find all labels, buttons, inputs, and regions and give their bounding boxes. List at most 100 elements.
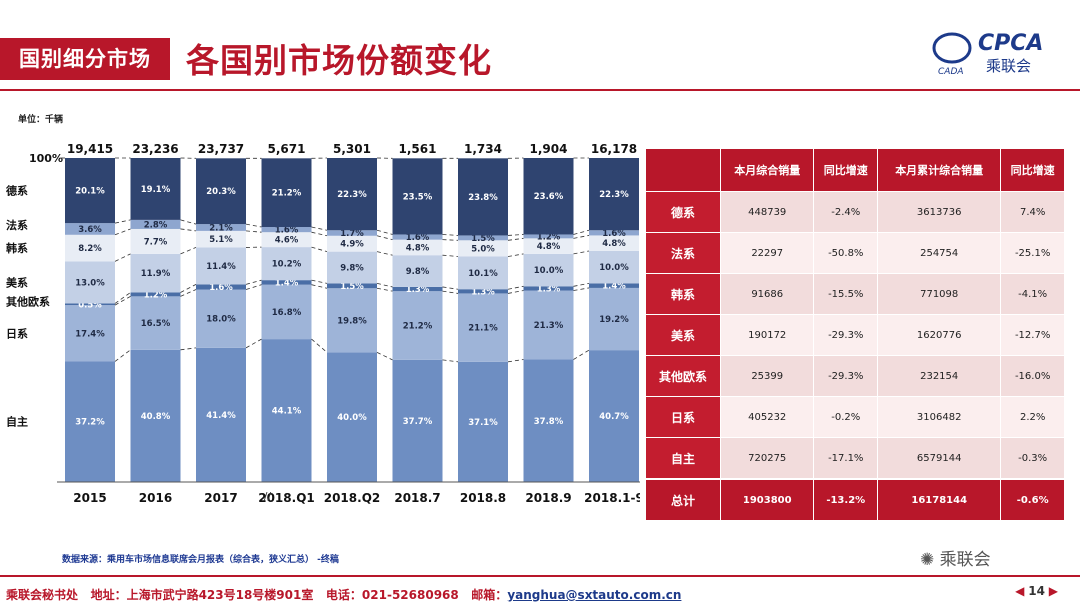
total-label: 19,415 bbox=[67, 142, 113, 156]
cell-month-yoy: -17.1% bbox=[814, 438, 878, 480]
series-name-label: 其他欧系 bbox=[6, 294, 50, 308]
data-label: 21.2% bbox=[403, 322, 433, 332]
cell-cum-yoy: 7.4% bbox=[1001, 192, 1065, 233]
data-label: 23.5% bbox=[403, 192, 433, 202]
data-label: 1.7% bbox=[340, 229, 364, 239]
table-header bbox=[646, 149, 721, 192]
footer-org: 乘联会秘书处 bbox=[6, 588, 78, 602]
series-name-label: 德系 bbox=[5, 184, 28, 198]
total-label: 16,178 bbox=[591, 142, 637, 156]
cell-cum-sales: 6579144 bbox=[878, 438, 1001, 480]
data-label: 3.6% bbox=[78, 225, 102, 235]
cell-month-yoy: -29.3% bbox=[814, 356, 878, 397]
x-tick-label: 2017 bbox=[204, 491, 237, 505]
data-label: 37.8% bbox=[534, 417, 564, 427]
table-row: 其他欧系 25399 -29.3% 232154 -16.0% bbox=[646, 356, 1065, 397]
total-label: 23,737 bbox=[198, 142, 244, 156]
table-header: 本月综合销量 bbox=[721, 149, 814, 192]
data-label: 22.3% bbox=[599, 190, 629, 200]
data-label: 4.8% bbox=[537, 242, 561, 252]
total-label: 5,671 bbox=[268, 142, 306, 156]
row-category: 其他欧系 bbox=[646, 356, 721, 397]
data-label: 23.8% bbox=[468, 193, 498, 203]
data-label: 20.3% bbox=[206, 187, 236, 197]
logo-text: CPCA bbox=[978, 31, 1043, 56]
wechat-icon: ✺ bbox=[920, 550, 934, 570]
cell-cum-sales: 232154 bbox=[878, 356, 1001, 397]
total-cum-sales: 16178144 bbox=[878, 479, 1001, 521]
total-label: 1,734 bbox=[464, 142, 502, 156]
row-category: 韩系 bbox=[646, 274, 721, 315]
cell-month-sales: 91686 bbox=[721, 274, 814, 315]
x-tick-label: 2018.8 bbox=[460, 491, 506, 505]
table-header: 同比增速 bbox=[1001, 149, 1065, 192]
series-name-label: 法系 bbox=[6, 218, 28, 232]
table-header-row: 本月综合销量 同比增速 本月累计综合销量 同比增速 bbox=[646, 149, 1065, 192]
cell-cum-yoy: 2.2% bbox=[1001, 397, 1065, 438]
page-number: 14 bbox=[1028, 584, 1045, 598]
row-category: 法系 bbox=[646, 233, 721, 274]
row-category: 德系 bbox=[646, 192, 721, 233]
y-axis-100-label: 100% bbox=[29, 152, 63, 165]
prev-page-button[interactable]: ◀ bbox=[1015, 584, 1024, 598]
data-label: 13.0% bbox=[75, 278, 105, 288]
data-label: 18.0% bbox=[206, 315, 236, 325]
data-label: 16.8% bbox=[272, 308, 302, 318]
cell-month-yoy: -0.2% bbox=[814, 397, 878, 438]
total-month-yoy: -13.2% bbox=[814, 479, 878, 521]
data-label: 37.1% bbox=[468, 418, 498, 428]
cell-month-sales: 190172 bbox=[721, 315, 814, 356]
data-label: 21.3% bbox=[534, 321, 564, 331]
logo-swirl-icon bbox=[934, 34, 970, 62]
data-label: 19.1% bbox=[141, 185, 171, 195]
data-label: 9.8% bbox=[340, 264, 364, 274]
data-label: 2.1% bbox=[209, 223, 233, 233]
logo-cn-text: CADA bbox=[938, 67, 964, 77]
data-label: 1.6% bbox=[209, 283, 233, 293]
page-title: 各国别市场份额变化 bbox=[186, 34, 492, 82]
data-label: 10.0% bbox=[599, 263, 629, 273]
cell-cum-yoy: -0.3% bbox=[1001, 438, 1065, 480]
data-label: 11.9% bbox=[141, 269, 171, 279]
x-tick-label: 2015 bbox=[73, 491, 106, 505]
data-label: 23.6% bbox=[534, 192, 564, 202]
data-label: 19.2% bbox=[599, 315, 629, 325]
series-name-label: 自主 bbox=[6, 415, 28, 429]
cell-month-sales: 405232 bbox=[721, 397, 814, 438]
data-label: 4.9% bbox=[340, 240, 364, 250]
x-tick-label: 2018.9 bbox=[525, 491, 571, 505]
cell-cum-sales: 1620776 bbox=[878, 315, 1001, 356]
data-label: 4.8% bbox=[602, 239, 626, 249]
series-name-label: 日系 bbox=[6, 326, 28, 340]
data-label: 21.1% bbox=[468, 324, 498, 334]
next-page-button[interactable]: ▶ bbox=[1049, 584, 1058, 598]
total-month-sales: 1903800 bbox=[721, 479, 814, 521]
cell-month-sales: 22297 bbox=[721, 233, 814, 274]
cell-cum-yoy: -16.0% bbox=[1001, 356, 1065, 397]
x-tick-label: 2018.7 bbox=[394, 491, 440, 505]
total-label: 5,301 bbox=[333, 142, 371, 156]
cell-cum-sales: 3106482 bbox=[878, 397, 1001, 438]
cell-cum-sales: 3613736 bbox=[878, 192, 1001, 233]
cell-cum-yoy: -4.1% bbox=[1001, 274, 1065, 315]
stacked-bar-chart: 37.2%17.4%0.5%13.0%8.2%3.6%20.1%19,41520… bbox=[0, 130, 640, 510]
sales-table-wrap: 本月综合销量 同比增速 本月累计综合销量 同比增速 德系 448739 -2.4… bbox=[645, 148, 1065, 521]
table-row: 日系 405232 -0.2% 3106482 2.2% bbox=[646, 397, 1065, 438]
data-label: 1.6% bbox=[406, 233, 430, 243]
table-total-row: 总计 1903800 -13.2% 16178144 -0.6% bbox=[646, 479, 1065, 521]
row-category: 自主 bbox=[646, 438, 721, 480]
data-label: 40.8% bbox=[141, 412, 171, 422]
data-label: 37.2% bbox=[75, 418, 105, 428]
section-tag: 国别细分市场 bbox=[0, 38, 170, 80]
footer-email-link[interactable]: yanghua@sxtauto.com.cn bbox=[507, 588, 681, 602]
header: 国别细分市场 各国别市场份额变化 CADA CPCA 乘联会 bbox=[0, 0, 1080, 96]
cell-month-sales: 25399 bbox=[721, 356, 814, 397]
data-label: 10.0% bbox=[534, 266, 564, 276]
cell-month-yoy: -15.5% bbox=[814, 274, 878, 315]
data-source-note: 数据来源：乘用车市场信息联席会月报表（综合表，狭义汇总） -终稿 bbox=[62, 552, 339, 565]
table-row: 德系 448739 -2.4% 3613736 7.4% bbox=[646, 192, 1065, 233]
data-label: 44.1% bbox=[272, 407, 302, 417]
unit-label: 单位：千辆 bbox=[18, 112, 63, 125]
cell-cum-sales: 771098 bbox=[878, 274, 1001, 315]
